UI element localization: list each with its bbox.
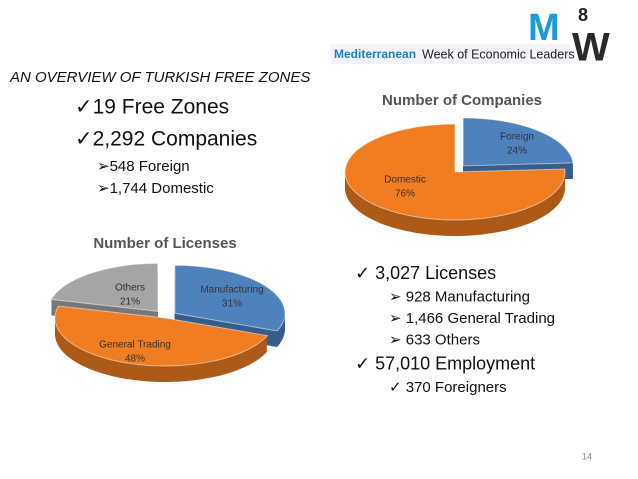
logo-w: W [572,26,610,70]
slice-value: 21% [120,297,140,308]
logo-m: M [528,7,560,49]
slice-label: Others [115,283,145,294]
slice-value: 76% [395,189,415,200]
logo-name: Week of Economic Leaders [422,47,575,61]
pie-slice [462,117,574,167]
slice-label: General Trading [99,340,171,351]
chart-title: Number of Licenses [93,235,236,252]
slice-value: 48% [125,354,145,365]
slice-value: 24% [507,146,527,157]
slice-value: 31% [222,299,242,310]
sub-bullet: ➢1,744 Domestic [97,180,214,197]
bullet: ✓19 Free Zones [75,96,229,119]
sub-bullet: ✓ 370 Foreigners [389,379,507,396]
heading: AN OVERVIEW OF TURKISH FREE ZONES [9,69,310,86]
sub-bullet: ➢548 Foreign [97,158,190,175]
sub-bullet: ➢ 928 Manufacturing [389,289,530,306]
sub-bullet: ➢ 1,466 General Trading [389,310,555,327]
chart-title: Number of Companies [382,92,542,109]
logo-strip [330,44,570,64]
page-number: 14 [582,451,592,461]
bullet: ✓2,292 Companies [75,128,257,151]
pie-slice [174,264,286,332]
pie-slice [54,305,269,367]
bullet: ✓ 57,010 Employment [355,353,535,373]
slice-label: Foreign [500,132,534,143]
logo-number: 8 [578,5,588,25]
slice-label: Domestic [384,175,426,186]
sub-bullet: ➢ 633 Others [389,332,480,349]
slice-label: Manufacturing [200,285,263,296]
pie-slice [50,262,159,312]
logo-name-colored: Mediterranean [334,47,416,61]
pie-slice [344,123,566,221]
bullet: ✓ 3,027 Licenses [355,263,496,283]
